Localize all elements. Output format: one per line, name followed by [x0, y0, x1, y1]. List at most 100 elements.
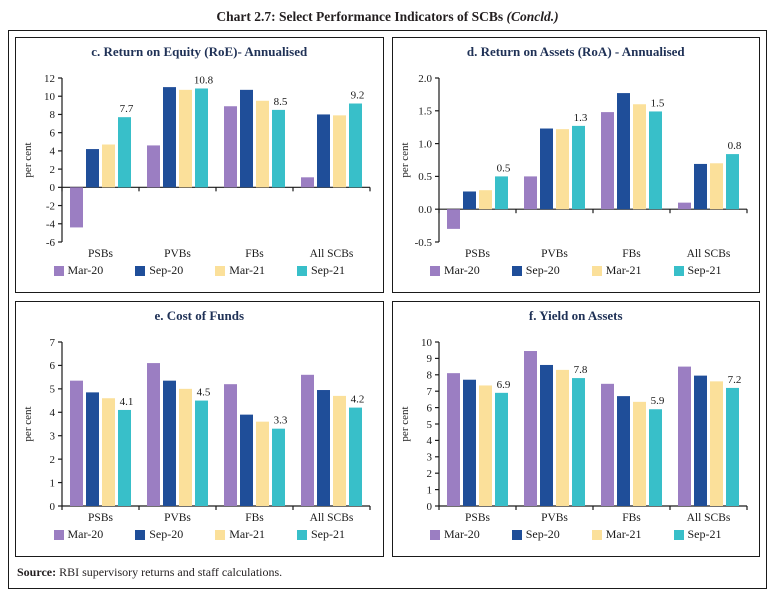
- legend-swatch-sep21: [297, 265, 307, 276]
- legend-label-mar20: Mar-20: [444, 527, 480, 541]
- legend-item-mar20: Mar-20: [53, 527, 103, 542]
- category-label: PVBs: [164, 248, 191, 260]
- bar-Mar-21-PSBs: [102, 144, 116, 188]
- bar-chart-cof: 0 1 2 3 4 5 6 7 per cent 4.1 4.5 3.3 4.2 PSBs PVBs FBs A…: [22, 337, 371, 524]
- category-label: FBs: [245, 248, 264, 260]
- bar-Sep-21-PSBs: [494, 392, 508, 506]
- category-label: PVBs: [164, 512, 191, 524]
- panel-title-roa: d. Return on Assets (RoA) - Annualised: [466, 44, 685, 59]
- bar-value-label: 4.2: [351, 394, 365, 406]
- bar-Sep-21-All SCBs: [725, 154, 739, 210]
- bar-value-label: 10.8: [194, 74, 214, 86]
- bar-Mar-20-PVBs: [147, 145, 161, 188]
- bar-Mar-20-FBs: [224, 384, 238, 506]
- bar-Sep-21-FBs: [272, 109, 286, 188]
- legend-label-sep20: Sep-20: [149, 527, 184, 541]
- bar-Sep-20-FBs: [616, 396, 630, 506]
- legend-label-sep21: Sep-21: [311, 527, 345, 541]
- bar-Mar-21-All SCBs: [333, 115, 347, 188]
- bar-Mar-21-FBs: [256, 421, 270, 506]
- panel-roa: d. Return on Assets (RoA) - Annualised -…: [391, 37, 760, 293]
- category-label: PVBs: [541, 512, 568, 524]
- legend-label-sep21: Sep-21: [687, 263, 722, 277]
- bar-value-label: 3.3: [274, 415, 288, 427]
- bar-Sep-20-FBs: [240, 414, 254, 506]
- category-label: FBs: [245, 512, 264, 524]
- bar-value-label: 1.5: [650, 97, 664, 109]
- legend-item-sep20: Sep-20: [135, 527, 183, 542]
- y-tick-label: 12: [44, 73, 55, 85]
- bar-Mar-21-PVBs: [179, 388, 193, 506]
- legend-item-mar21: Mar-21: [215, 263, 265, 278]
- category-label: PSBs: [465, 248, 490, 260]
- y-tick-label: 1: [50, 477, 56, 489]
- y-axis-title: per cent: [22, 406, 34, 441]
- bar-chart-yoa: 0 1 2 3 4 5 6 7 8 9 10 per cent 6.9 7.8 5.9 7.2 PSBs PVBs…: [399, 337, 748, 524]
- y-tick-label: 6: [50, 360, 56, 372]
- figure-title: Chart 2.7: Select Performance Indicators…: [0, 0, 775, 25]
- y-tick-label: 9: [426, 353, 432, 365]
- panel-roe: c. Return on Equity (RoE)- Annualised -6…: [15, 37, 384, 293]
- bar-Mar-21-All SCBs: [333, 395, 347, 506]
- bar-Mar-20-PSBs: [70, 187, 84, 228]
- y-tick-label: 0: [50, 501, 56, 513]
- y-tick-label: 8: [426, 370, 432, 382]
- bar-Sep-21-PSBs: [494, 176, 508, 210]
- legend-item-sep20: Sep-20: [511, 527, 560, 542]
- source-text: RBI supervisory returns and staff calcul…: [56, 565, 283, 579]
- y-tick-label: 0.0: [418, 204, 432, 216]
- bar-Sep-21-All SCBs: [349, 103, 363, 188]
- bar-Mar-20-FBs: [600, 112, 614, 210]
- y-axis-title: per cent: [399, 406, 411, 441]
- bar-Mar-21-All SCBs: [709, 381, 723, 506]
- bar-Sep-20-PSBs: [462, 379, 476, 506]
- y-tick-label: 2: [50, 454, 56, 466]
- y-tick-label: 7: [50, 337, 56, 349]
- bar-Sep-20-PSBs: [86, 149, 100, 188]
- y-tick-label: 6: [50, 127, 56, 139]
- legend-item-mar20: Mar-20: [430, 527, 480, 542]
- y-tick-label: -0.5: [414, 237, 432, 249]
- legend-item-sep20: Sep-20: [135, 263, 183, 278]
- y-tick-label: 1.0: [418, 138, 432, 150]
- bar-value-label: 0.5: [496, 162, 510, 174]
- bar-Sep-20-PVBs: [539, 364, 553, 506]
- y-tick-label: 8: [50, 109, 56, 121]
- y-tick-label: -6: [46, 237, 56, 249]
- legend-item-sep21: Sep-21: [297, 527, 345, 542]
- bar-Mar-20-FBs: [224, 106, 238, 188]
- bar-value-label: 8.5: [274, 96, 288, 108]
- panel-title-roe: c. Return on Equity (RoE)- Annualised: [91, 44, 308, 59]
- category-label: All SCBs: [686, 512, 730, 524]
- legend-swatch-mar21: [591, 529, 602, 540]
- bar-Mar-21-All SCBs: [709, 163, 723, 210]
- bar-Mar-21-PSBs: [102, 398, 116, 506]
- legend-swatch-sep20: [511, 265, 522, 276]
- bar-Mar-21-FBs: [256, 100, 270, 188]
- legend-swatch-mar20: [430, 265, 440, 276]
- bar-chart-roe: -6 -4 -2 0 2 4 6 8 10 12 per cent 7.7 10.8 8.5 9.2 PSBs…: [22, 73, 371, 260]
- bar-Sep-20-PVBs: [539, 128, 553, 210]
- figure-title-text: Chart 2.7: Select Performance Indicators…: [216, 9, 507, 24]
- legend-item-sep21: Sep-21: [297, 263, 345, 278]
- legend-label-sep20: Sep-20: [525, 263, 560, 277]
- bar-Sep-20-FBs: [240, 89, 254, 188]
- category-label: PVBs: [541, 248, 568, 260]
- legend-item-sep21: Sep-21: [673, 527, 722, 542]
- y-tick-label: 2: [426, 468, 432, 480]
- legend-swatch-sep20: [135, 529, 146, 540]
- y-tick-label: 10: [421, 337, 433, 349]
- category-label: PSBs: [88, 248, 113, 260]
- legend-swatch-mar20: [53, 265, 64, 276]
- bar-Sep-20-All SCBs: [693, 163, 707, 210]
- legend-roe: Mar-20 Sep-20 Mar-21 Sep-21: [16, 263, 383, 278]
- bar-Mar-20-All SCBs: [677, 202, 691, 210]
- bar-value-label: 7.8: [573, 364, 587, 376]
- legend-swatch-mar20: [53, 529, 64, 540]
- legend-item-mar21: Mar-21: [591, 263, 642, 278]
- bar-Mar-21-PSBs: [478, 190, 492, 210]
- legend-swatch-mar21: [215, 529, 226, 540]
- y-tick-label: 3: [50, 431, 56, 443]
- bar-Mar-20-PVBs: [523, 176, 537, 210]
